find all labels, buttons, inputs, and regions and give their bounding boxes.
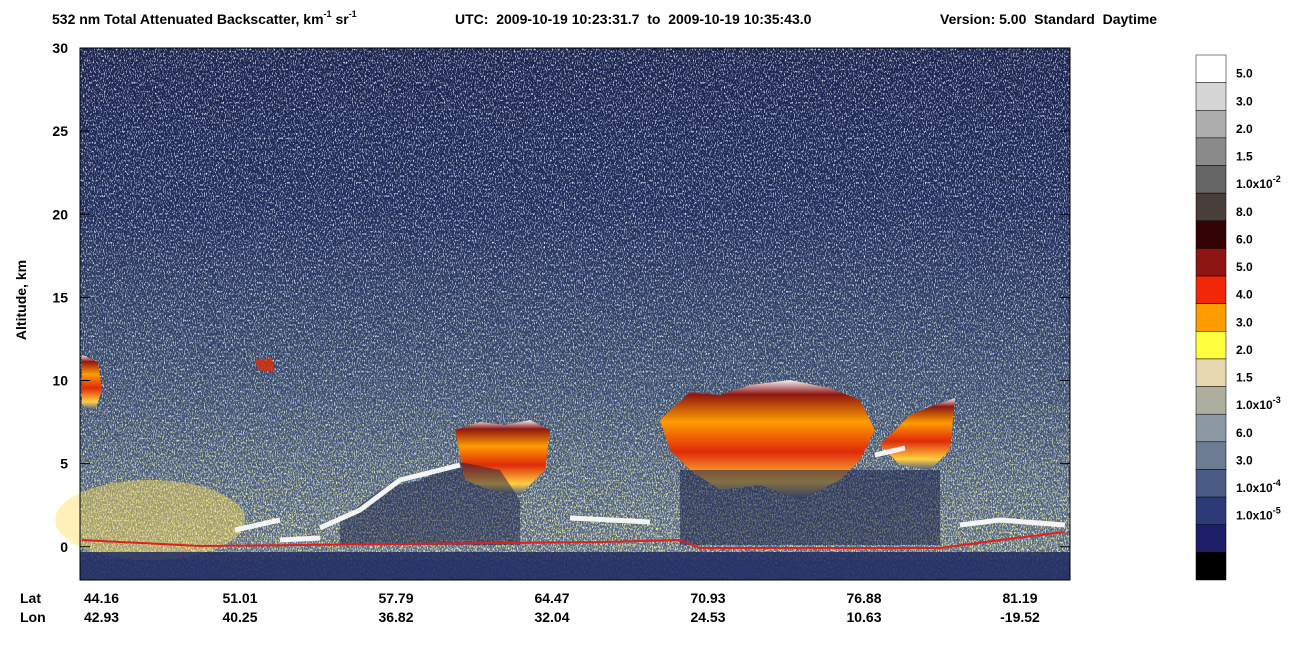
colorbar-swatch: [1195, 137, 1227, 166]
y-axis-label: Altitude, km: [13, 260, 29, 340]
colorbar-label: 8.0: [1236, 205, 1253, 219]
plot-frame: [79, 47, 1071, 581]
subtitle: UTC: 2009-10-19 10:23:31.7 to 2009-10-19…: [455, 11, 812, 27]
colorbar-swatch: [1195, 275, 1227, 304]
lon-label: 42.93: [84, 609, 119, 625]
colorbar-label: 1.5: [1236, 371, 1253, 385]
colorbar-label: 1.0x10-2: [1236, 174, 1281, 191]
colorbar-label: 1.5: [1236, 150, 1253, 164]
lon-label: 36.82: [378, 609, 413, 625]
colorbar-label: 3.0: [1236, 94, 1253, 108]
colorbar-swatch: [1195, 386, 1227, 415]
lat-label: 81.19: [1002, 590, 1037, 606]
x-row-label: Lat: [20, 590, 41, 606]
lat-label: 64.47: [534, 590, 569, 606]
lon-label: 40.25: [222, 609, 257, 625]
colorbar-label: 6.0: [1236, 232, 1253, 246]
colorbar-swatch: [1195, 552, 1227, 581]
lon-label: 10.63: [846, 609, 881, 625]
colorbar-swatch: [1195, 441, 1227, 470]
colorbar-label: 6.0: [1236, 426, 1253, 440]
colorbar-swatch: [1195, 110, 1227, 139]
x-row-label: Lon: [20, 609, 46, 625]
colorbar-label: 1.0x10-3: [1236, 395, 1281, 412]
colorbar-swatch: [1195, 358, 1227, 387]
colorbar-swatch: [1195, 248, 1227, 277]
lat-label: 44.16: [84, 590, 119, 606]
colorbar-swatch: [1195, 331, 1227, 360]
y-tick-label: 20: [52, 206, 68, 222]
colorbar-label: 3.0: [1236, 315, 1253, 329]
colorbar-label: 5.0: [1236, 260, 1253, 274]
lon-label: 32.04: [534, 609, 569, 625]
colorbar-label: 1.0x10-4: [1236, 478, 1281, 495]
version: Version: 5.00 Standard Daytime: [940, 11, 1157, 27]
lat-label: 51.01: [222, 590, 257, 606]
colorbar-swatch: [1195, 303, 1227, 332]
colorbar-swatch: [1195, 524, 1227, 553]
y-tick-label: 30: [52, 40, 68, 56]
colorbar-swatch: [1195, 82, 1227, 111]
colorbar-swatch: [1195, 54, 1227, 83]
lat-label: 70.93: [690, 590, 725, 606]
colorbar-swatch: [1195, 496, 1227, 525]
y-tick-label: 10: [52, 373, 68, 389]
y-tick-label: 15: [52, 289, 68, 305]
lat-label: 57.79: [378, 590, 413, 606]
chart-title: 532 nm Total Attenuated Backscatter, km-…: [52, 9, 357, 27]
colorbar-swatch: [1195, 469, 1227, 498]
colorbar-swatch: [1195, 192, 1227, 222]
colorbar-label: 3.0: [1236, 453, 1253, 467]
colorbar-label: 1.0x10-5: [1236, 506, 1281, 523]
lat-label: 76.88: [846, 590, 881, 606]
y-tick-label: 5: [60, 456, 68, 472]
curtain-image: [55, 48, 1070, 580]
colorbar-label: 4.0: [1236, 288, 1253, 302]
colorbar-label: 2.0: [1236, 343, 1253, 357]
lon-label: 24.53: [690, 609, 725, 625]
lon-label: -19.52: [1000, 609, 1040, 625]
y-tick-label: 0: [60, 539, 68, 555]
colorbar-swatch: [1195, 413, 1227, 443]
colorbar-swatch: [1195, 220, 1227, 249]
colorbar-swatch: [1195, 165, 1227, 194]
colorbar-label: 2.0: [1236, 122, 1253, 136]
y-tick-label: 25: [52, 123, 68, 139]
colorbar-label: 5.0: [1236, 67, 1253, 81]
